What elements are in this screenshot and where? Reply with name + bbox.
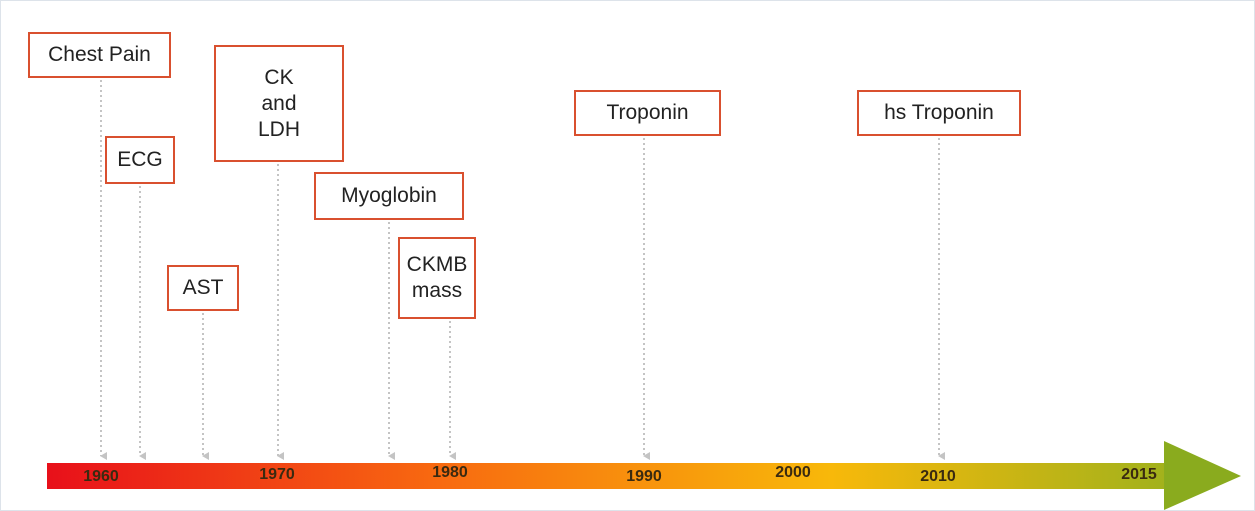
event-label: Chest Pain: [48, 43, 151, 66]
event-box: Myoglobin: [314, 172, 464, 220]
event-box: hs Troponin: [857, 90, 1021, 136]
event-box: ECG: [105, 136, 175, 184]
year-label: 1990: [626, 468, 662, 485]
event-label: hs Troponin: [884, 101, 994, 124]
event-label: ECG: [117, 148, 163, 171]
year-label: 1980: [432, 464, 468, 481]
timeline-bar: [47, 463, 1167, 489]
event-box: AST: [167, 265, 239, 311]
event-label: mass: [411, 279, 463, 302]
arrow-head: [1164, 441, 1241, 510]
event-box: Chest Pain: [28, 32, 171, 78]
event-box: CKMB mass: [398, 237, 476, 319]
year-label: 1970: [259, 466, 295, 483]
event-label: Myoglobin: [341, 184, 437, 207]
event-label: LDH: [257, 117, 300, 141]
year-label: 1960: [83, 468, 119, 485]
event-label: Troponin: [606, 101, 689, 124]
event-box: CK and LDH: [214, 45, 344, 162]
event-label: and: [261, 91, 297, 115]
event-box: Troponin: [574, 90, 721, 136]
event-label: CKMB: [406, 253, 468, 276]
event-label: CK: [264, 65, 294, 89]
year-label: 2000: [775, 464, 811, 481]
event-label: AST: [182, 276, 224, 299]
year-label: 2015: [1121, 466, 1157, 483]
year-label: 2010: [920, 468, 956, 485]
